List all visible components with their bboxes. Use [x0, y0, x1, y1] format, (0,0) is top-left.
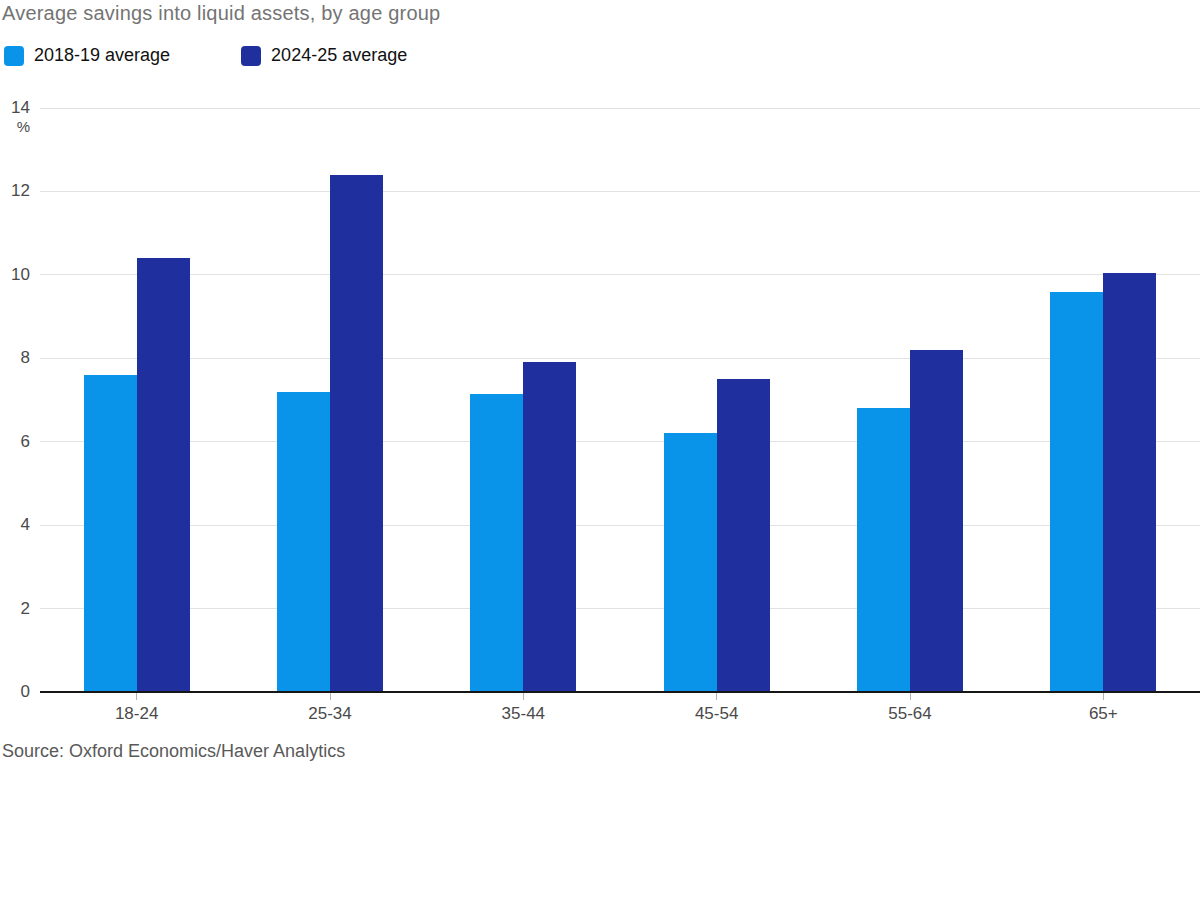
- gridline-10: [40, 274, 1200, 275]
- x-axis-label-35-44: 35-44: [463, 704, 583, 724]
- x-axis-tick-65+: [1103, 693, 1104, 700]
- x-axis-label-25-34: 25-34: [270, 704, 390, 724]
- bar-series2-18-24: [137, 258, 190, 692]
- source-note: Source: Oxford Economics/Haver Analytics: [2, 741, 345, 762]
- y-axis-unit-label: %: [0, 118, 30, 135]
- gridline-12: [40, 191, 1200, 192]
- x-axis-tick-45-54: [716, 693, 717, 700]
- x-axis-label-45-54: 45-54: [657, 704, 777, 724]
- x-axis-tick-55-64: [910, 693, 911, 700]
- gridline-6: [40, 441, 1200, 442]
- bar-series1-25-34: [277, 392, 330, 692]
- bar-series2-25-34: [330, 175, 383, 692]
- y-axis-tick-label-0: 0: [0, 682, 30, 702]
- bar-series2-55-64: [910, 350, 963, 692]
- y-axis-tick-label-4: 4: [0, 515, 30, 535]
- bar-chart-plot: 0 2 4 6 8 10 12 14% 18-24 25-34 35-44 45-54 55-64 65+: [0, 0, 1200, 780]
- bar-series1-18-24: [84, 375, 137, 692]
- x-axis-tick-18-24: [136, 693, 137, 700]
- x-axis-label-65+: 65+: [1043, 704, 1163, 724]
- x-axis-tick-35-44: [523, 693, 524, 700]
- gridline-14: [40, 108, 1200, 109]
- gridline-2: [40, 608, 1200, 609]
- bar-series2-35-44: [523, 362, 576, 692]
- gridline-4: [40, 525, 1200, 526]
- x-axis-tick-25-34: [330, 693, 331, 700]
- bar-series2-65+: [1103, 273, 1156, 692]
- x-axis-line: [40, 691, 1200, 693]
- x-axis-label-55-64: 55-64: [850, 704, 970, 724]
- bar-series1-55-64: [857, 408, 910, 692]
- y-axis-tick-label-12: 12: [0, 181, 30, 201]
- bar-series1-65+: [1050, 292, 1103, 692]
- chart-page: Average savings into liquid assets, by a…: [0, 0, 1200, 900]
- bar-series2-45-54: [717, 379, 770, 692]
- y-axis-tick-label-6: 6: [0, 432, 30, 452]
- y-axis-tick-label-2: 2: [0, 599, 30, 619]
- y-axis-tick-label-8: 8: [0, 348, 30, 368]
- x-axis-label-18-24: 18-24: [77, 704, 197, 724]
- y-axis-tick-label-14: 14: [0, 98, 30, 118]
- bar-series1-45-54: [664, 433, 717, 692]
- bar-series1-35-44: [470, 394, 523, 692]
- y-axis-tick-label-10: 10: [0, 265, 30, 285]
- gridline-8: [40, 358, 1200, 359]
